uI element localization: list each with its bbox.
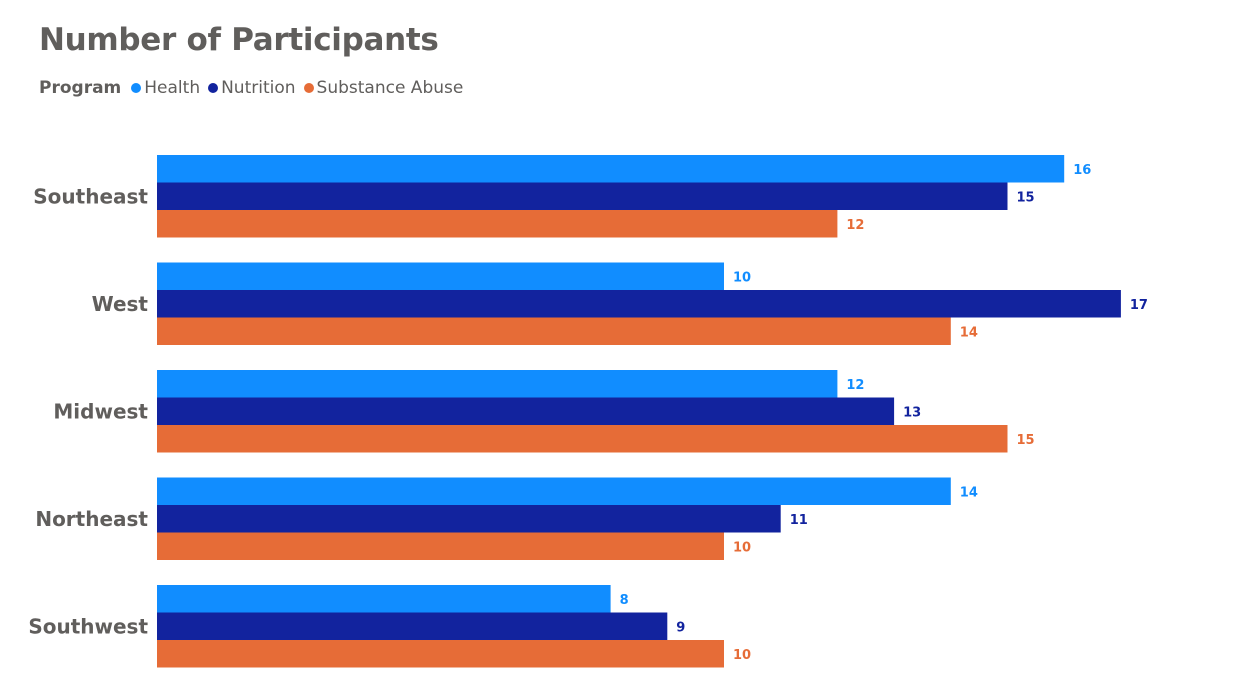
legend-health-dot-icon (131, 83, 142, 93)
data-label-southeast-health: 16 (1073, 163, 1091, 178)
bar-southeast-substance-abuse[interactable] (157, 210, 838, 238)
bar-northeast-health[interactable] (157, 477, 951, 506)
data-label-southwest-nutrition: 9 (676, 620, 685, 635)
bar-west-health[interactable] (157, 262, 724, 291)
bar-midwest-nutrition[interactable] (157, 397, 895, 426)
category-label-west: West (92, 292, 149, 316)
bar-northeast-nutrition[interactable] (157, 505, 781, 533)
category-label-southwest: Southwest (28, 614, 148, 638)
bar-southwest-substance-abuse[interactable] (157, 640, 724, 668)
category-label-southeast: Southeast (33, 184, 148, 208)
data-label-southwest-substance-abuse: 10 (733, 648, 751, 663)
data-label-midwest-nutrition: 13 (903, 405, 921, 420)
bar-group-midwest: Midwest 12 13 15 (53, 370, 1035, 453)
bar-southeast-health[interactable] (157, 155, 1065, 183)
legend-item-nutrition[interactable]: Nutrition (208, 78, 296, 98)
data-label-northeast-substance-abuse: 10 (733, 540, 751, 555)
data-label-west-nutrition: 17 (1130, 298, 1148, 313)
legend: Program Health Nutrition Substance Abuse (39, 76, 471, 100)
data-label-northeast-nutrition: 11 (790, 513, 808, 528)
legend-substance-abuse-dot-icon (303, 83, 314, 93)
data-label-northeast-health: 14 (960, 485, 978, 500)
data-label-southeast-nutrition: 15 (1017, 190, 1035, 205)
data-label-southeast-substance-abuse: 12 (846, 218, 864, 233)
bar-southwest-nutrition[interactable] (157, 612, 668, 641)
category-label-northeast: Northeast (35, 507, 148, 531)
data-label-west-health: 10 (733, 270, 751, 285)
legend-item-substance-abuse[interactable]: Substance Abuse (303, 78, 464, 98)
data-label-midwest-substance-abuse: 15 (1017, 433, 1035, 448)
legend-item-health[interactable]: Health (131, 78, 200, 98)
legend-nutrition-dot-icon (208, 83, 219, 93)
bar-group-west: West 10 17 14 (92, 262, 1148, 346)
legend-title: Program (39, 78, 122, 98)
category-label-midwest: Midwest (53, 399, 148, 423)
bar-west-substance-abuse[interactable] (157, 317, 951, 346)
bar-southwest-health[interactable] (157, 585, 611, 613)
data-label-midwest-health: 12 (846, 378, 864, 393)
chart-title: Number of Participants (39, 22, 439, 58)
bar-group-southwest: Southwest 8 9 10 (28, 585, 751, 668)
data-label-southwest-health: 8 (620, 593, 629, 608)
legend-nutrition-label: Nutrition (221, 78, 296, 98)
bar-group-southeast: Southeast 16 15 12 (33, 155, 1091, 238)
bar-midwest-health[interactable] (157, 370, 838, 398)
bar-southeast-nutrition[interactable] (157, 182, 1008, 211)
bar-midwest-substance-abuse[interactable] (157, 425, 1008, 453)
legend-health-label: Health (144, 78, 201, 98)
bar-group-northeast: Northeast 14 11 10 (35, 477, 978, 561)
bar-northeast-substance-abuse[interactable] (157, 532, 724, 561)
legend-substance-abuse-label: Substance Abuse (316, 78, 464, 98)
bar-west-nutrition[interactable] (157, 290, 1121, 318)
data-label-west-substance-abuse: 14 (960, 325, 978, 340)
